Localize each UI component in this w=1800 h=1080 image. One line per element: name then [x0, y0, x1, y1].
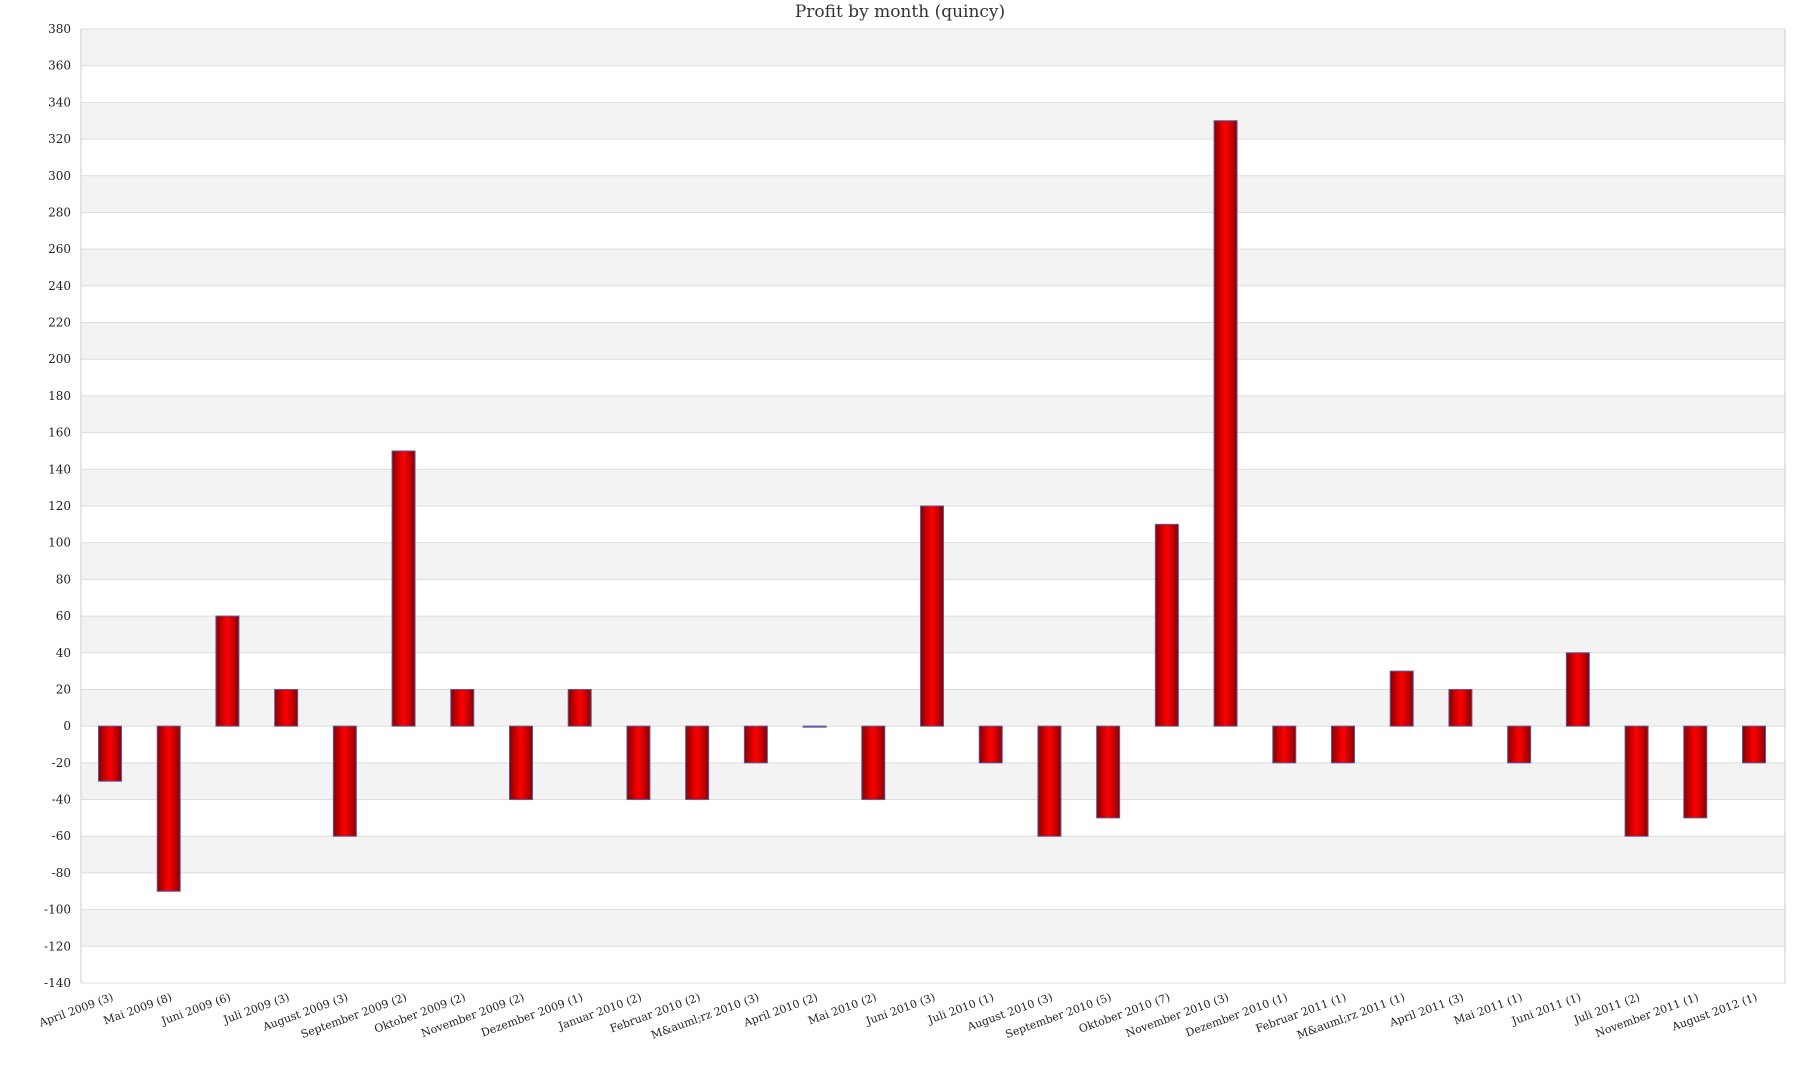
grid-band [81, 836, 1785, 873]
y-tick-label: 100 [48, 536, 71, 550]
bar [1037, 725, 1062, 837]
y-tick-label: -20 [52, 756, 71, 770]
chart-title: Profit by month (quincy) [794, 2, 1006, 22]
y-tick-label: -120 [44, 939, 71, 953]
bar [802, 725, 827, 728]
y-tick-label: 380 [48, 22, 71, 36]
bar [215, 615, 240, 727]
grid-band [81, 102, 1785, 140]
bar [1331, 725, 1355, 764]
grid-band [81, 469, 1785, 506]
y-tick-label: -100 [44, 903, 71, 917]
y-tick-label: 260 [48, 242, 71, 256]
bar [1624, 725, 1649, 837]
grid-band [81, 29, 1785, 66]
y-tick-label: 300 [48, 169, 71, 183]
y-tick-label: -80 [52, 866, 71, 880]
bar [1683, 725, 1708, 819]
bar [1448, 688, 1473, 727]
grid-band [81, 762, 1785, 800]
y-tick-label: 40 [56, 646, 71, 660]
grid-band [81, 249, 1785, 286]
y-tick-label: 320 [48, 132, 71, 146]
bar [920, 505, 944, 727]
bar [685, 725, 710, 801]
bar [509, 725, 533, 801]
y-tick-label: 140 [48, 462, 71, 476]
y-tick-label: 80 [56, 572, 71, 586]
y-axis: -140 -120 -100 -80 -60 -40 -20 0 20 40 60 80 100 120 1… [44, 22, 1786, 990]
bar [391, 450, 416, 727]
y-tick-label: 0 [63, 719, 71, 733]
bar [567, 688, 592, 727]
bar [1742, 725, 1766, 764]
y-tick-label: 200 [48, 352, 71, 366]
y-tick-label: -40 [52, 793, 71, 807]
bar [274, 688, 299, 727]
y-tick-label: -140 [44, 976, 71, 990]
bar [743, 725, 768, 764]
bar [1389, 670, 1414, 727]
grid-band [81, 909, 1785, 947]
y-tick-label: 340 [48, 95, 71, 109]
bar [1213, 120, 1238, 727]
bar [1154, 523, 1179, 727]
y-tick-label: 160 [48, 426, 71, 440]
bar [978, 725, 1003, 764]
bar [332, 725, 357, 837]
y-tick-label: 60 [56, 609, 71, 623]
grid-band [81, 322, 1785, 360]
bar [156, 725, 181, 892]
y-tick-label: 360 [48, 59, 71, 73]
bar [1507, 725, 1532, 764]
y-tick-label: 240 [48, 279, 71, 293]
y-tick-label: 180 [48, 389, 71, 403]
y-tick-label: -60 [52, 829, 71, 843]
y-tick-label: 220 [48, 316, 71, 330]
bar [626, 725, 651, 801]
bar [1272, 725, 1297, 764]
y-tick-label: 120 [48, 499, 71, 513]
y-tick-label: 20 [56, 682, 71, 696]
bars [98, 120, 1766, 892]
grid-band [81, 175, 1785, 213]
bar [1096, 725, 1121, 819]
x-tick-label: April 2009 (3) [36, 991, 115, 1030]
grid-band [81, 395, 1785, 433]
x-axis: April 2009 (3)Mai 2009 (8)Juni 2009 (6)J… [36, 991, 1759, 1042]
bar [861, 725, 886, 801]
grid-lines [81, 28, 1785, 984]
bar [98, 725, 122, 782]
bar [450, 688, 475, 727]
y-tick-label: 280 [48, 205, 71, 219]
bar [1565, 652, 1590, 727]
